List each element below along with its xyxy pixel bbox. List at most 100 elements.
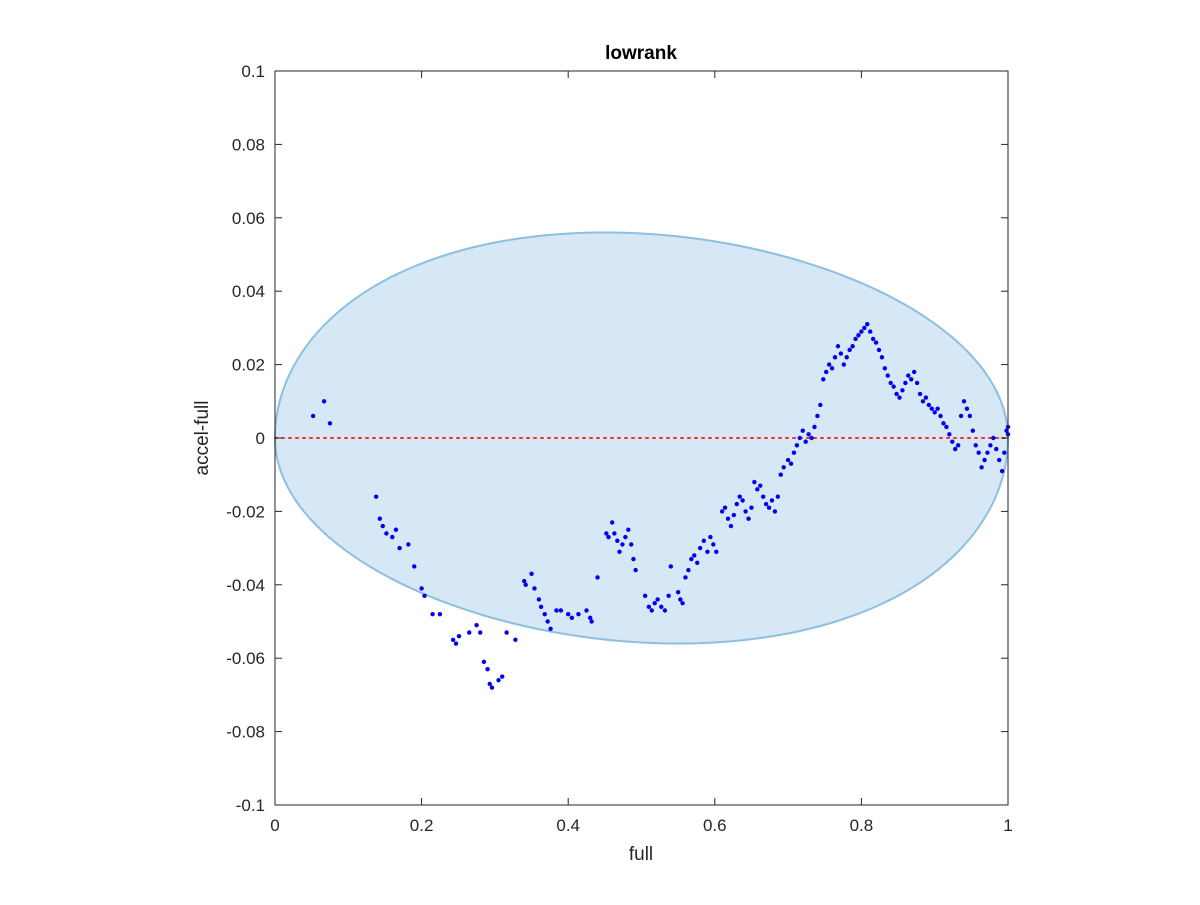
data-point-71 xyxy=(680,600,685,606)
data-point-9 xyxy=(397,545,402,551)
data-point-95 xyxy=(755,487,760,492)
data-point-80 xyxy=(708,534,713,540)
data-point-160 xyxy=(947,432,952,437)
data-point-83 xyxy=(719,509,725,514)
data-point-35 xyxy=(538,604,544,610)
data-point-45 xyxy=(587,615,593,621)
data-point-42 xyxy=(569,615,575,621)
data-point-141 xyxy=(891,384,896,389)
data-point-117 xyxy=(821,377,826,382)
data-point-22 xyxy=(481,659,487,665)
data-point-64 xyxy=(655,597,660,602)
data-point-127 xyxy=(850,344,855,349)
data-point-73 xyxy=(686,567,691,573)
data-point-98 xyxy=(763,501,769,507)
data-point-5 xyxy=(380,523,385,529)
data-points xyxy=(310,322,1011,690)
data-point-15 xyxy=(437,611,443,617)
data-point-55 xyxy=(623,534,628,540)
data-point-163 xyxy=(955,443,961,448)
y-tick-label-4: 0.02 xyxy=(232,356,265,375)
data-point-136 xyxy=(876,347,882,353)
data-point-27 xyxy=(500,674,505,679)
data-point-86 xyxy=(728,523,734,529)
data-point-130 xyxy=(859,329,864,334)
data-point-157 xyxy=(938,413,943,419)
data-point-177 xyxy=(997,457,1002,463)
data-point-154 xyxy=(929,406,934,411)
data-point-106 xyxy=(788,461,794,466)
data-point-173 xyxy=(985,450,990,455)
data-point-125 xyxy=(844,355,849,360)
data-point-10 xyxy=(406,542,411,547)
data-point-60 xyxy=(642,593,648,599)
data-point-120 xyxy=(829,366,835,371)
y-tick-label-9: -0.08 xyxy=(226,723,265,742)
data-point-102 xyxy=(775,494,781,499)
data-point-171 xyxy=(979,465,984,470)
data-point-115 xyxy=(815,413,820,419)
data-point-121 xyxy=(832,355,838,360)
data-point-43 xyxy=(576,611,581,617)
y-axis-label: accel-full xyxy=(192,401,213,476)
y-tick-label-1: 0.08 xyxy=(232,135,265,154)
data-point-151 xyxy=(920,399,926,404)
y-tick-label-7: -0.04 xyxy=(226,576,265,595)
x-tick-label-3: 0.6 xyxy=(703,816,727,835)
data-point-108 xyxy=(794,443,800,448)
data-point-126 xyxy=(847,347,852,353)
data-point-34 xyxy=(536,597,542,602)
data-point-87 xyxy=(731,512,737,518)
data-point-63 xyxy=(652,600,657,606)
data-point-65 xyxy=(659,604,664,610)
data-point-24 xyxy=(487,681,492,687)
data-point-164 xyxy=(958,413,964,419)
data-point-72 xyxy=(683,575,688,580)
data-point-146 xyxy=(906,373,911,378)
data-point-21 xyxy=(478,630,483,635)
data-point-28 xyxy=(504,630,509,635)
x-axis-label: full xyxy=(629,844,653,865)
data-point-6 xyxy=(384,531,389,536)
data-point-142 xyxy=(894,391,899,397)
x-tick-label-2: 0.4 xyxy=(556,816,580,835)
data-point-152 xyxy=(923,395,929,400)
data-point-174 xyxy=(988,443,993,448)
data-point-131 xyxy=(862,325,867,331)
data-point-116 xyxy=(818,402,823,408)
data-point-176 xyxy=(994,446,999,452)
data-point-124 xyxy=(841,362,847,367)
data-point-47 xyxy=(595,575,600,580)
data-point-94 xyxy=(752,479,757,485)
data-point-158 xyxy=(941,421,946,426)
data-point-0 xyxy=(310,413,316,419)
data-point-68 xyxy=(668,564,674,569)
data-point-150 xyxy=(917,391,923,397)
data-point-101 xyxy=(772,509,778,514)
data-point-138 xyxy=(882,366,888,371)
data-point-17 xyxy=(453,641,459,646)
data-point-78 xyxy=(701,538,706,543)
data-point-129 xyxy=(856,333,861,338)
data-point-70 xyxy=(678,597,683,602)
data-point-90 xyxy=(740,498,745,503)
data-point-122 xyxy=(835,344,841,349)
data-point-66 xyxy=(662,608,668,613)
data-point-3 xyxy=(373,494,379,499)
data-point-81 xyxy=(711,542,716,547)
data-point-51 xyxy=(612,531,617,536)
data-point-79 xyxy=(705,549,710,554)
data-point-118 xyxy=(824,369,829,375)
data-point-48 xyxy=(604,531,609,536)
data-point-128 xyxy=(853,336,858,342)
x-tick-label-5: 1 xyxy=(1003,816,1012,835)
data-point-44 xyxy=(584,608,589,613)
data-point-99 xyxy=(766,505,772,510)
x-axis-ticks: 0 0.2 0.4 0.6 0.8 1 xyxy=(270,71,1013,835)
data-point-89 xyxy=(737,494,742,499)
data-point-69 xyxy=(675,589,681,595)
data-point-67 xyxy=(666,593,671,599)
data-point-59 xyxy=(633,567,638,573)
